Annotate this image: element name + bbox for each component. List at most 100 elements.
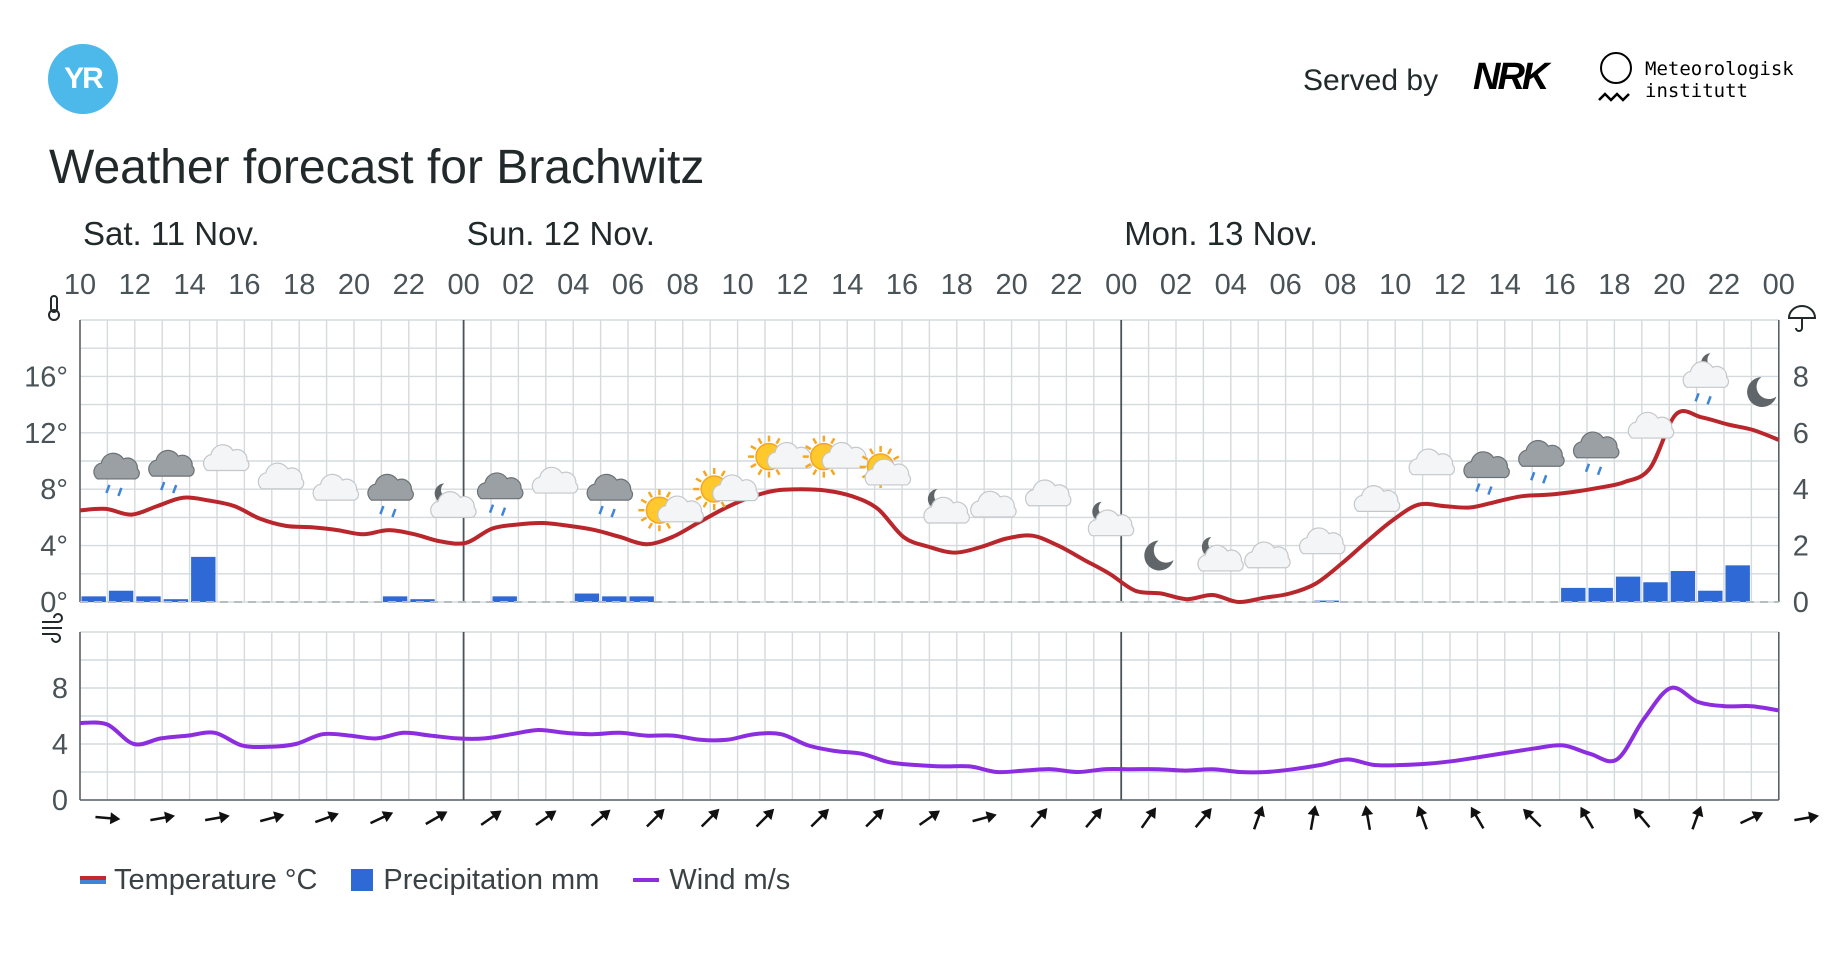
fair-day-icon [802,435,869,478]
precipitation-bar [1561,587,1586,602]
hour-tick-label: 16 [1543,269,1575,301]
precipitation-bar [163,599,189,602]
hour-tick-label: 00 [1763,269,1795,301]
precipitation-bar [1725,565,1750,602]
partly-cloudy-night-icon [1197,536,1244,572]
hour-tick-label: 06 [612,269,644,301]
page-title: Weather forecast for Brachwitz [49,141,705,194]
precipitation-bar [1670,570,1696,602]
precipitation-tick-label: 2 [1793,531,1809,563]
partly-cloudy-night-icon [430,483,477,518]
precipitation-bar [629,596,654,602]
wind-direction-arrow-icon [646,808,665,828]
cloudy-icon [1298,527,1346,555]
wind-direction-arrow-icon [314,811,339,824]
wind-line [79,685,1780,775]
hour-tick-label: 16 [886,269,918,301]
wind-direction-arrow-icon [1580,806,1595,830]
rain-icon [93,452,140,497]
partly-cloudy-night-icon [923,489,970,524]
precipitation-bars [81,556,1750,602]
wind-direction-arrow-icon [95,812,121,825]
wind-icon [42,613,63,643]
rain-icon [148,449,195,494]
wind-direction-arrow-icon [972,811,997,824]
wind-direction-arrow-icon [369,811,394,825]
wind-direction-arrow-icon [1691,805,1704,830]
hour-tick-label: 00 [1105,269,1137,301]
wind-direction-arrow-icon [755,808,775,828]
cloudy-icon [1627,411,1675,439]
legend-temperature-label: Temperature °C [114,863,318,896]
hour-tick-label: 04 [557,269,589,301]
hour-tick-label: 12 [1434,269,1466,301]
wind-direction-arrow-icon [700,808,720,828]
nrk-logo[interactable]: NRK [1473,56,1549,98]
partly-cloudy-day-icon [859,445,912,488]
precipitation-bar [191,556,216,602]
legend-wind-swatch [633,878,660,882]
day-label: Sun. 12 Nov. [467,215,655,252]
legend-wind-label: Wind m/s [669,863,791,896]
wind-direction-arrow-icon [1633,808,1651,828]
legend-precipitation: Precipitation mm [351,864,599,897]
hour-tick-label: 18 [283,269,315,301]
met-logo-wave-icon [1598,92,1630,102]
precipitation-bar [492,596,517,602]
hour-tick-label: 12 [776,269,808,301]
wind-direction-arrow-icon [810,808,829,828]
rain-icon [476,472,524,517]
yr-logo[interactable]: YR [48,44,118,114]
fair-day-icon [693,468,759,511]
weather-symbols [93,353,1777,572]
precipitation-bar [1588,587,1613,602]
precipitation-bar [81,596,106,602]
cloudy-icon [202,444,250,472]
hour-tick-label: 00 [447,269,479,301]
rain-icon [367,473,414,518]
legend-wind: Wind m/s [633,864,790,897]
rain-icon [1463,451,1510,495]
met-logo-line1: Meteorologisk [1645,58,1794,80]
hour-tick-label: 10 [1379,269,1411,301]
header: YR Served by NRK Meteorologisk institutt [48,44,1794,120]
umbrella-icon [1787,305,1817,332]
fair-day-icon [638,489,704,532]
cloudy-icon [1408,448,1456,476]
cloudy-icon [1024,479,1072,507]
hour-tick-label: 20 [995,269,1027,301]
wind-direction-arrow-icon [480,810,502,826]
precipitation-bar [108,590,134,602]
hour-tick-label: 16 [228,269,260,301]
hour-tick-label: 10 [721,269,753,301]
wind-direction-arrow-icon [259,811,285,824]
clear-night-icon [1747,376,1777,407]
temperature-tick-label: 16° [24,361,68,393]
wind-direction-arrow-icon [1030,808,1048,828]
precipitation-bar [602,596,627,602]
wind-direction-arrow-icon [1361,805,1374,831]
precipitation-bar [574,593,600,602]
clear-night-icon [1144,540,1174,571]
temperature-tick-label: 4° [40,531,68,563]
met-logo-line2: institutt [1645,80,1748,102]
precipitation-bar [1615,576,1641,602]
wind-direction-arrow-icon [1085,808,1103,828]
wind-direction-arrow-icon [1470,806,1485,830]
rain-night-icon [1682,353,1730,405]
wind-grid [79,631,1780,801]
hour-tick-label: 22 [393,269,425,301]
wind-direction-arrow-icon [150,811,176,824]
cloudy-icon [970,490,1017,518]
cloudy-icon [257,462,305,490]
hour-tick-label: 12 [119,269,151,301]
thermometer-icon [48,295,60,321]
hour-tick-label: 18 [941,269,973,301]
legend-temperature: Temperature °C [80,864,317,897]
precipitation-tick-label: 8 [1793,361,1809,393]
met-logo-text[interactable]: Meteorologisk institutt [1645,58,1794,102]
day-label: Sat. 11 Nov. [83,215,260,252]
hour-tick-label: 04 [1215,269,1247,301]
partly-cloudy-night-icon [1087,501,1135,537]
precipitation-tick-label: 0 [1793,587,1809,619]
